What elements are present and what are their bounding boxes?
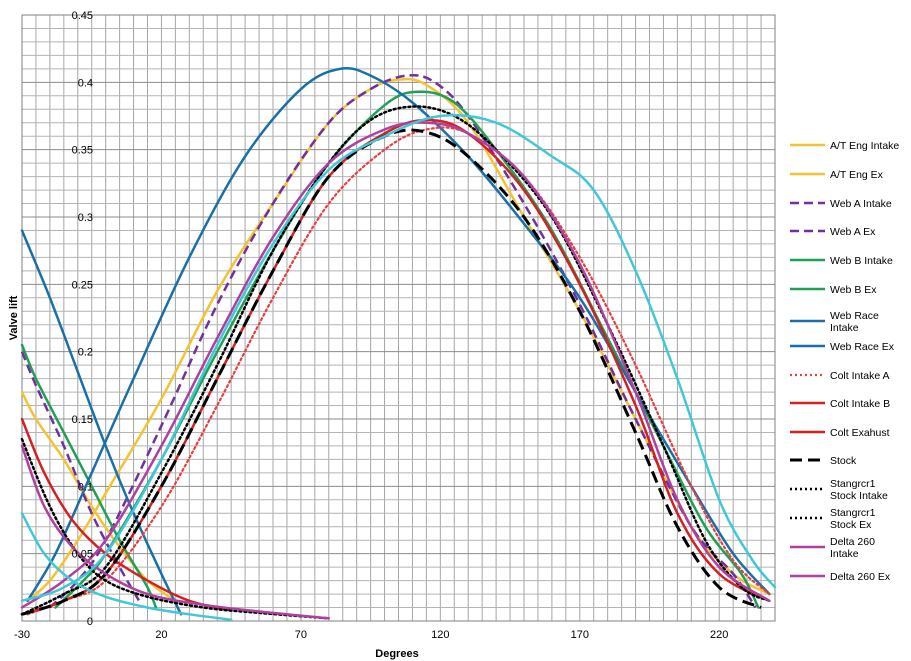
y-tick-label: 0.4 xyxy=(78,77,93,89)
y-tick-label: 0.45 xyxy=(72,10,93,22)
grid-layer xyxy=(21,14,776,622)
legend-label: Web B Intake xyxy=(830,255,893,267)
series-line-3 xyxy=(20,351,141,602)
x-tick-label: 220 xyxy=(710,629,728,641)
legend-label: Web Race Ex xyxy=(830,341,895,353)
y-tick-label: 0.3 xyxy=(78,212,93,224)
legend-label: Stangrcr1 Stock Intake xyxy=(830,478,888,502)
legend-label: Web B Ex xyxy=(830,284,877,296)
x-tick-label: 20 xyxy=(155,629,167,641)
legend-label: A/T Eng Ex xyxy=(830,169,884,181)
y-tick-label: 0 xyxy=(87,616,93,628)
legend-label: Delta 260 Ex xyxy=(830,571,891,583)
legend-label: Web A Ex xyxy=(830,226,876,238)
series-line-14 xyxy=(20,121,771,609)
series-line-12 xyxy=(20,105,771,616)
legend-label: Colt Intake B xyxy=(830,398,890,410)
legend-label: Web A Intake xyxy=(830,198,892,210)
legend-label: Colt Intake A xyxy=(830,370,890,382)
x-tick-label: 170 xyxy=(571,629,589,641)
series-line-6 xyxy=(26,66,771,603)
plot-area-border xyxy=(21,14,776,622)
series-line-13 xyxy=(20,437,331,620)
series-line-5 xyxy=(20,343,158,609)
axis-layer: -30 20 70 120 170 220 0 0.05 0.1 0.15 0.2 0.25 0.3 0.… xyxy=(14,10,728,641)
y-tick-label: 0.2 xyxy=(78,347,93,359)
legend: A/T Eng Intake A/T Eng Ex Web A Intake Web … xyxy=(790,140,899,583)
series-line-11 xyxy=(21,128,762,616)
series-line-15 xyxy=(20,444,331,620)
y-axis-title: Valve lift xyxy=(8,295,20,340)
series-line-7 xyxy=(20,229,183,616)
y-tick-label: 0.35 xyxy=(72,145,93,157)
legend-label: A/T Eng Intake xyxy=(830,140,899,152)
x-tick-label: 70 xyxy=(295,629,307,641)
legend-label: Web Race Intake xyxy=(830,310,879,334)
y-tick-label: 0.15 xyxy=(72,414,93,426)
legend-label: Stangrcr1 Stock Ex xyxy=(830,507,876,531)
x-axis-title: Degrees xyxy=(375,648,418,660)
series-line-17 xyxy=(20,512,233,621)
legend-label: Colt Exahust xyxy=(830,427,890,439)
legend-label: Stock xyxy=(830,455,857,467)
series-line-8 xyxy=(26,126,771,616)
x-tick-label: -30 xyxy=(14,629,30,641)
series-line-16 xyxy=(20,113,777,603)
y-tick-label: 0.1 xyxy=(78,481,93,493)
y-tick-label: 0.25 xyxy=(72,279,93,291)
legend-label: Delta 260 Intake xyxy=(830,536,875,560)
series-line-2 xyxy=(49,73,757,609)
series-layer xyxy=(20,66,777,621)
y-tick-label: 0.05 xyxy=(72,549,93,561)
x-tick-label: 120 xyxy=(431,629,449,641)
